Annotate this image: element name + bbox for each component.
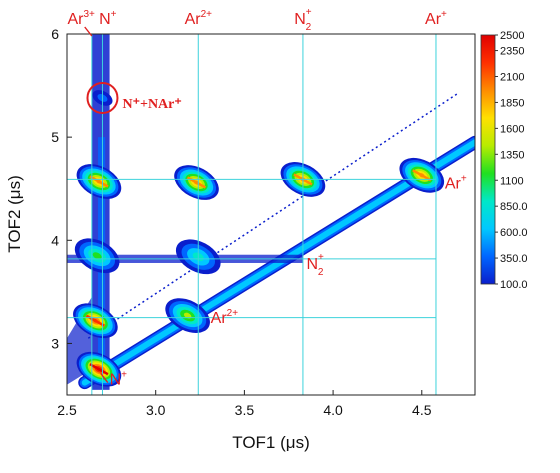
x-tick-label: 4.5 xyxy=(412,402,432,418)
ion-label: Ar+ xyxy=(445,174,467,193)
y-axis: 3 4 5 6 xyxy=(51,26,72,351)
ion-label: N+ 2 xyxy=(306,252,324,278)
colorbar: 2500 2350 2100 1850 1600 1350 1100 850.0 600.0 35… xyxy=(480,30,528,291)
ion-label: Ar+ xyxy=(425,9,447,28)
plot-frame xyxy=(66,33,476,396)
colorbar-label: 350.0 xyxy=(500,253,528,265)
ion-label: Ar2+ xyxy=(185,9,213,28)
ion-label: N+ xyxy=(110,370,128,389)
reference-lines xyxy=(67,34,437,395)
y-axis-title: TOF2 (μs) xyxy=(5,175,24,252)
colorbar-label: 850.0 xyxy=(500,201,528,213)
heat-island xyxy=(399,157,445,193)
x-axis-title: TOF1 (μs) xyxy=(232,433,309,452)
y-tick-label: 5 xyxy=(51,129,59,145)
ion-label: N+ 2 xyxy=(294,7,312,33)
circled-label: N⁺+NAr⁺ xyxy=(122,97,181,112)
heatmap-area xyxy=(67,34,475,390)
x-tick-label: 4.0 xyxy=(323,402,343,418)
satellite-diagonal xyxy=(87,93,458,339)
y-tick-label: 3 xyxy=(51,335,59,351)
heat-island xyxy=(165,298,210,333)
y-tick-label: 4 xyxy=(51,232,59,248)
colorbar-label: 1600 xyxy=(500,123,524,135)
ion-label: N+ xyxy=(99,9,117,28)
colorbar-label: 1850 xyxy=(500,97,524,109)
heat-island xyxy=(74,238,120,274)
arrow-n-plus xyxy=(100,372,109,384)
y-tick-label: 6 xyxy=(51,26,59,42)
colorbar-label: 100.0 xyxy=(500,279,528,291)
ion-label: Ar2+ xyxy=(211,308,239,327)
heat-island xyxy=(174,165,219,200)
colorbar-gradient xyxy=(480,34,496,285)
x-tick-label: 3.0 xyxy=(146,402,166,418)
colorbar-label: 2100 xyxy=(500,72,524,84)
x-tick-label: 2.5 xyxy=(57,402,77,418)
x-tick-label: 3.5 xyxy=(235,402,255,418)
colorbar-label: 1100 xyxy=(500,175,524,187)
ion-label: Ar3+ xyxy=(67,9,95,28)
colorbar-label: 2500 xyxy=(500,30,524,42)
x-axis: 2.5 3.0 3.5 4.0 4.5 xyxy=(57,390,432,418)
colorbar-label: 2350 xyxy=(500,46,524,58)
colorbar-label: 1350 xyxy=(500,149,524,161)
colorbar-label: 600.0 xyxy=(500,227,528,239)
highlight-circle xyxy=(86,81,119,114)
arrow-ar3 xyxy=(84,26,93,37)
